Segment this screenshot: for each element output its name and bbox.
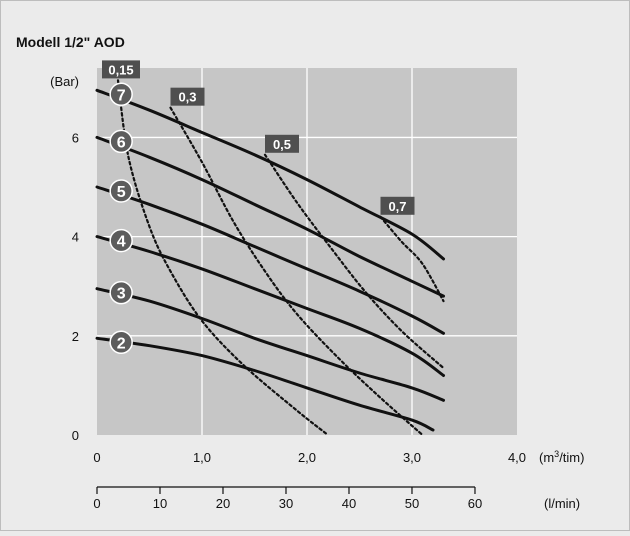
pressure-marker-3 <box>109 280 133 305</box>
pressure-curve-2 <box>95 336 435 432</box>
pressure-curve-5 <box>95 185 445 335</box>
pressure-marker-label: 5 <box>117 184 126 201</box>
pressure-curve-4 <box>95 235 445 377</box>
y-tick-label: 0 <box>72 428 79 443</box>
air-label-text: 0,7 <box>388 199 406 214</box>
pressure-curve-7 <box>95 88 445 261</box>
air-label-box <box>265 134 299 153</box>
pressure-marker-4 <box>109 228 133 253</box>
secondary-tick-label: 40 <box>342 496 356 511</box>
air-label-text: 0,3 <box>178 90 196 105</box>
x-tick-label: 1,0 <box>193 450 211 465</box>
y-tick-label: 2 <box>72 329 79 344</box>
air-curve-0-7 <box>379 215 445 303</box>
air-label-box <box>102 60 140 79</box>
pressure-marker-2 <box>109 330 133 355</box>
pressure-marker-5 <box>109 179 133 203</box>
x-tick-label: 2,0 <box>298 450 316 465</box>
y-axis-unit: (Bar) <box>50 74 79 89</box>
y-tick-label: 6 <box>72 130 79 145</box>
air-label-box <box>380 196 415 215</box>
air-curve-0-3 <box>169 106 424 437</box>
pressure-marker-label: 7 <box>117 87 126 104</box>
pressure-marker-label: 4 <box>117 234 126 251</box>
air-curve-0-15 <box>116 79 330 437</box>
secondary-tick-label: 50 <box>405 496 419 511</box>
air-label-text: 0,5 <box>273 137 291 152</box>
x-tick-label: 3,0 <box>403 450 421 465</box>
pressure-marker-7 <box>109 82 133 107</box>
x-axis-unit: (m3/tim) <box>539 449 584 465</box>
y-tick-label: 4 <box>72 230 79 245</box>
air-label-box <box>170 87 205 106</box>
pressure-marker-label: 2 <box>117 335 126 352</box>
air-curve-0-5 <box>263 153 445 370</box>
x-tick-label: 0 <box>93 450 100 465</box>
pressure-marker-label: 3 <box>117 286 126 303</box>
secondary-tick-label: 20 <box>216 496 230 511</box>
pressure-curve-6 <box>95 135 445 298</box>
pressure-curve-3 <box>95 287 445 402</box>
secondary-tick-label: 30 <box>279 496 293 511</box>
secondary-tick-label: 10 <box>153 496 167 511</box>
secondary-axis-unit: (l/min) <box>544 496 580 511</box>
pressure-marker-6 <box>109 129 133 154</box>
x-tick-label: 4,0 <box>508 450 526 465</box>
pressure-marker-label: 6 <box>117 134 126 151</box>
air-label-text: 0,15 <box>108 62 133 77</box>
chart-title: Modell 1/2" AOD <box>16 34 125 50</box>
secondary-tick-label: 60 <box>468 496 482 511</box>
secondary-tick-label: 0 <box>93 496 100 511</box>
